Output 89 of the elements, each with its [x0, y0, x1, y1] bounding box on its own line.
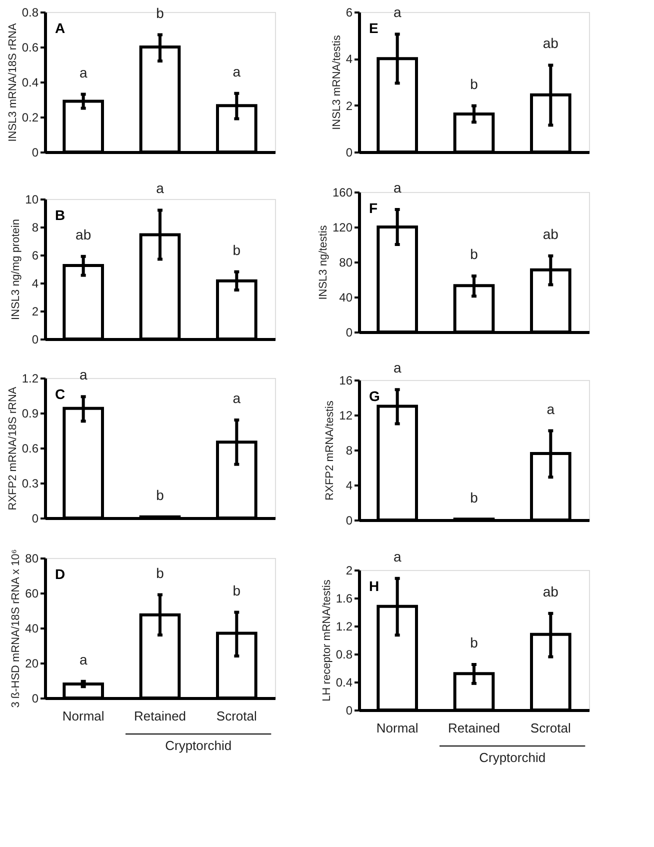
x-tick-label: Retained: [448, 720, 500, 736]
y-axis-title: RXFP2 mRNA/18S rRNA: [6, 386, 19, 510]
y-tick-label: 0: [346, 704, 353, 718]
annotation: ab: [542, 226, 559, 242]
annotation: a: [393, 360, 402, 376]
annotation: b: [470, 490, 478, 506]
y-tick-label: 1.2: [336, 620, 353, 634]
y-tick-label: 6: [32, 248, 39, 262]
y-tick-label: 0: [32, 146, 39, 160]
y-tick-label: 0.2: [22, 110, 39, 124]
y-tick-label: 2: [346, 564, 353, 578]
y-tick-label: 40: [339, 290, 353, 304]
y-tick-label: 0: [32, 692, 39, 706]
annotation: a: [79, 651, 88, 668]
y-tick-label: 12: [339, 408, 353, 422]
annotation: a: [232, 63, 241, 80]
text: Cryptorchid: [479, 750, 546, 765]
annotation: b: [470, 76, 478, 92]
y-tick-label: 120: [332, 220, 353, 234]
y-tick-label: 0.9: [22, 406, 39, 420]
x-tick-label: Normal: [376, 720, 418, 736]
y-tick-label: 80: [339, 256, 353, 270]
y-tick-label: 4: [346, 478, 353, 492]
y-tick-label: 60: [25, 586, 39, 600]
y-tick-label: 8: [346, 444, 353, 458]
annotation: b: [232, 582, 241, 598]
y-axis-title: INSL3 ng/mg protein: [10, 219, 22, 320]
y-tick-label: 160: [332, 186, 353, 200]
annotation: B: [55, 207, 66, 223]
annotation: a: [232, 390, 241, 406]
annotation: b: [470, 246, 478, 262]
annotation: ab: [542, 35, 559, 52]
y-axis-title: 3 ß-HSD mRNA/18S rRNA x 10⁶: [10, 549, 22, 708]
y-axis-title: INSL3 ng/testis: [317, 224, 330, 300]
annotation: ab: [542, 583, 559, 600]
y-tick-label: 2: [346, 98, 353, 113]
y-tick-label: 0: [346, 326, 353, 340]
text: Cryptorchid: [165, 738, 232, 753]
annotation: b: [470, 634, 478, 650]
y-tick-label: 0.6: [22, 40, 39, 54]
y-tick-label: 0.4: [336, 676, 353, 690]
x-tick-label: Normal: [62, 708, 104, 724]
y-tick-label: 4: [32, 276, 39, 290]
x-tick-label: Scrotal: [216, 708, 258, 724]
y-tick-label: 6: [346, 6, 353, 20]
annotation: a: [156, 180, 164, 196]
y-tick-label: 0: [32, 332, 39, 346]
annotation: H: [369, 578, 380, 594]
y-tick-label: 0: [346, 514, 353, 528]
y-tick-label: 0: [346, 146, 353, 160]
y-tick-label: 10: [25, 192, 39, 206]
y-axis-title: RXFP2 mRNA/testis: [324, 400, 336, 500]
annotation: b: [156, 564, 164, 581]
y-tick-label: 80: [25, 552, 39, 566]
annotation: b: [156, 4, 164, 21]
annotation: G: [369, 388, 380, 404]
x-tick-label: Retained: [134, 708, 186, 724]
y-tick-label: 1.2: [22, 372, 39, 386]
y-axis-title: INSL3 mRNA/testis: [330, 34, 343, 130]
annotation: a: [393, 180, 402, 196]
y-tick-label: 20: [25, 656, 39, 670]
annotation: a: [79, 366, 88, 383]
y-tick-label: 2: [32, 304, 39, 318]
annotation: a: [393, 4, 402, 20]
x-tick-label: Scrotal: [530, 720, 572, 736]
y-tick-label: 0.4: [22, 76, 39, 90]
annotation: F: [369, 200, 378, 216]
y-tick-label: 0.3: [22, 476, 39, 490]
annotation: ab: [76, 226, 92, 242]
annotation: E: [369, 20, 378, 36]
y-tick-label: 8: [32, 220, 39, 234]
annotation: a: [79, 64, 88, 80]
annotation: b: [232, 242, 241, 258]
y-tick-label: 16: [339, 374, 353, 388]
y-tick-label: 1.6: [336, 592, 353, 606]
y-tick-label: 0.6: [22, 442, 39, 456]
y-tick-label: 0.8: [22, 6, 39, 20]
annotation: C: [55, 386, 66, 402]
y-axis-title: LH receptor mRNA/testis: [320, 579, 333, 702]
annotation: a: [393, 548, 402, 564]
annotation: a: [546, 400, 555, 417]
annotation: D: [55, 566, 66, 582]
y-tick-label: 0: [32, 512, 39, 526]
y-axis-title: INSL3 mRNA/18S rRNA: [6, 22, 19, 142]
y-tick-label: 0.8: [336, 648, 353, 662]
y-tick-label: 4: [346, 52, 353, 66]
y-tick-label: 40: [25, 622, 39, 636]
annotation: A: [55, 20, 66, 36]
annotation: b: [156, 486, 164, 503]
